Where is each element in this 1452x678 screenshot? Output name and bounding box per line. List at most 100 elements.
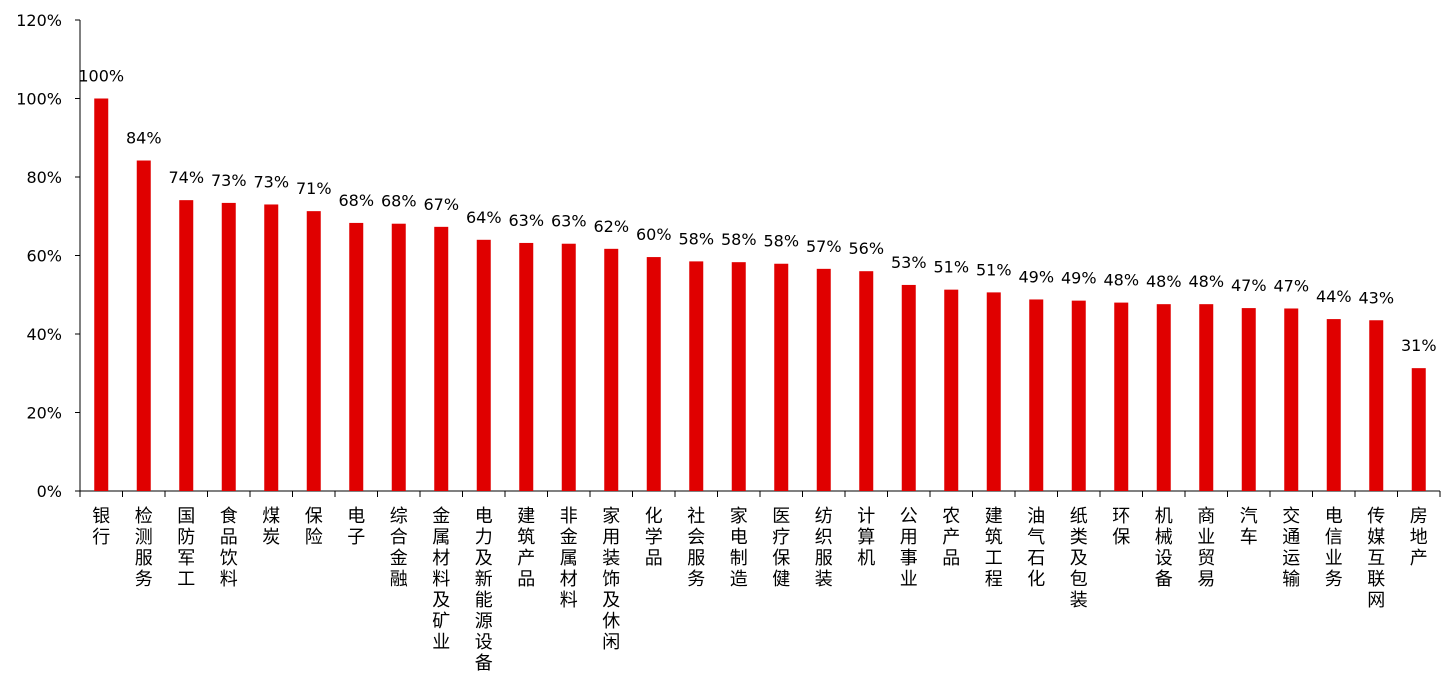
category-label: 商业贸易 <box>1197 506 1215 590</box>
bar <box>1156 304 1171 491</box>
bar <box>1114 302 1129 491</box>
bar <box>859 271 874 491</box>
category-label: 国防军工 <box>177 506 195 590</box>
bars <box>94 98 1426 492</box>
y-tick-label: 0% <box>37 482 62 501</box>
data-label: 68% <box>381 192 417 211</box>
category-label: 化学品 <box>645 506 663 569</box>
category-label: 社会服务 <box>687 506 705 590</box>
data-label: 74% <box>168 168 204 187</box>
category-label: 油气石化 <box>1027 506 1045 590</box>
data-label: 51% <box>933 258 969 277</box>
data-label: 100% <box>78 67 124 86</box>
data-label: 68% <box>338 191 374 210</box>
data-label: 48% <box>1103 271 1139 290</box>
y-tick-label: 20% <box>26 404 62 423</box>
data-label: 64% <box>466 208 502 227</box>
bar <box>94 98 109 491</box>
data-label: 58% <box>721 230 757 249</box>
bar <box>391 223 406 491</box>
data-label: 58% <box>678 229 714 248</box>
y-tick-label: 60% <box>26 247 62 266</box>
bar <box>179 200 194 491</box>
category-label: 交通运输 <box>1282 506 1300 590</box>
category-label: 计算机 <box>857 506 875 569</box>
bar <box>731 262 746 491</box>
category-label: 食品饮料 <box>220 506 238 590</box>
category-label: 煤炭 <box>262 506 280 548</box>
category-label: 建筑工程 <box>985 506 1003 590</box>
category-label: 检测服务 <box>135 506 153 590</box>
category-label: 农产品 <box>942 506 960 569</box>
category-label: 纺织服装 <box>815 506 833 590</box>
bar <box>1369 320 1384 491</box>
category-label: 环保 <box>1112 506 1130 548</box>
category-label: 金属材料及矿业 <box>432 506 450 653</box>
category-label: 机械设备 <box>1155 506 1173 590</box>
bar <box>1199 304 1214 491</box>
bar <box>944 289 959 491</box>
category-label: 房地产 <box>1410 506 1428 569</box>
bar <box>306 211 321 491</box>
data-label: 44% <box>1316 287 1352 306</box>
bar <box>646 257 661 491</box>
data-label: 48% <box>1188 272 1224 291</box>
data-label: 71% <box>296 179 332 198</box>
bar <box>604 248 619 491</box>
data-label: 47% <box>1273 276 1309 295</box>
category-label: 家用装饰及休闲 <box>602 506 620 653</box>
bar <box>774 263 789 491</box>
bar <box>1411 368 1426 491</box>
category-label: 传媒互联网 <box>1367 506 1385 611</box>
data-label: 49% <box>1018 267 1054 286</box>
axes: 0% 20% 40% 60% 80% 100% 120% <box>16 11 1441 501</box>
y-tick-label: 40% <box>26 325 62 344</box>
bar <box>689 261 704 491</box>
data-label: 51% <box>976 260 1012 279</box>
bar <box>1284 308 1299 491</box>
category-label: 纸类及包装 <box>1070 506 1088 611</box>
category-label: 电力及新能源设备 <box>475 506 493 674</box>
bar <box>221 202 236 491</box>
data-label: 57% <box>806 237 842 256</box>
bar <box>986 292 1001 491</box>
category-label: 建筑产品 <box>517 506 535 590</box>
bar <box>816 268 831 491</box>
bar <box>1326 319 1341 491</box>
y-tick-label: 120% <box>16 11 62 30</box>
data-label: 67% <box>423 195 459 214</box>
bar <box>264 204 279 491</box>
data-label: 31% <box>1401 336 1437 355</box>
category-label: 家电制造 <box>730 506 748 590</box>
data-label: 73% <box>211 171 247 190</box>
y-tick-label: 80% <box>26 168 62 187</box>
data-label: 63% <box>508 211 544 230</box>
data-label: 56% <box>848 239 884 258</box>
bar <box>1071 300 1086 491</box>
category-label: 医疗保健 <box>772 506 790 590</box>
data-label: 73% <box>253 172 289 191</box>
bar <box>901 284 916 491</box>
data-label: 48% <box>1146 272 1182 291</box>
data-label: 53% <box>891 253 927 272</box>
category-label: 保险 <box>305 506 323 548</box>
data-label: 63% <box>551 212 587 231</box>
data-label: 84% <box>126 129 162 148</box>
bar <box>476 239 491 491</box>
category-label: 电信业务 <box>1325 506 1343 590</box>
bar <box>1029 299 1044 491</box>
category-label: 公用事业 <box>900 506 918 590</box>
data-label: 47% <box>1231 276 1267 295</box>
category-label: 银行 <box>92 506 110 548</box>
data-label: 58% <box>763 232 799 251</box>
data-label: 49% <box>1061 269 1097 288</box>
category-label: 汽车 <box>1240 506 1258 548</box>
data-label: 62% <box>593 217 629 236</box>
category-label: 非金属材料 <box>560 506 578 611</box>
bar <box>1241 308 1256 491</box>
y-tick-label: 100% <box>16 90 62 109</box>
category-label: 综合金融 <box>390 506 408 590</box>
bar <box>561 243 576 491</box>
